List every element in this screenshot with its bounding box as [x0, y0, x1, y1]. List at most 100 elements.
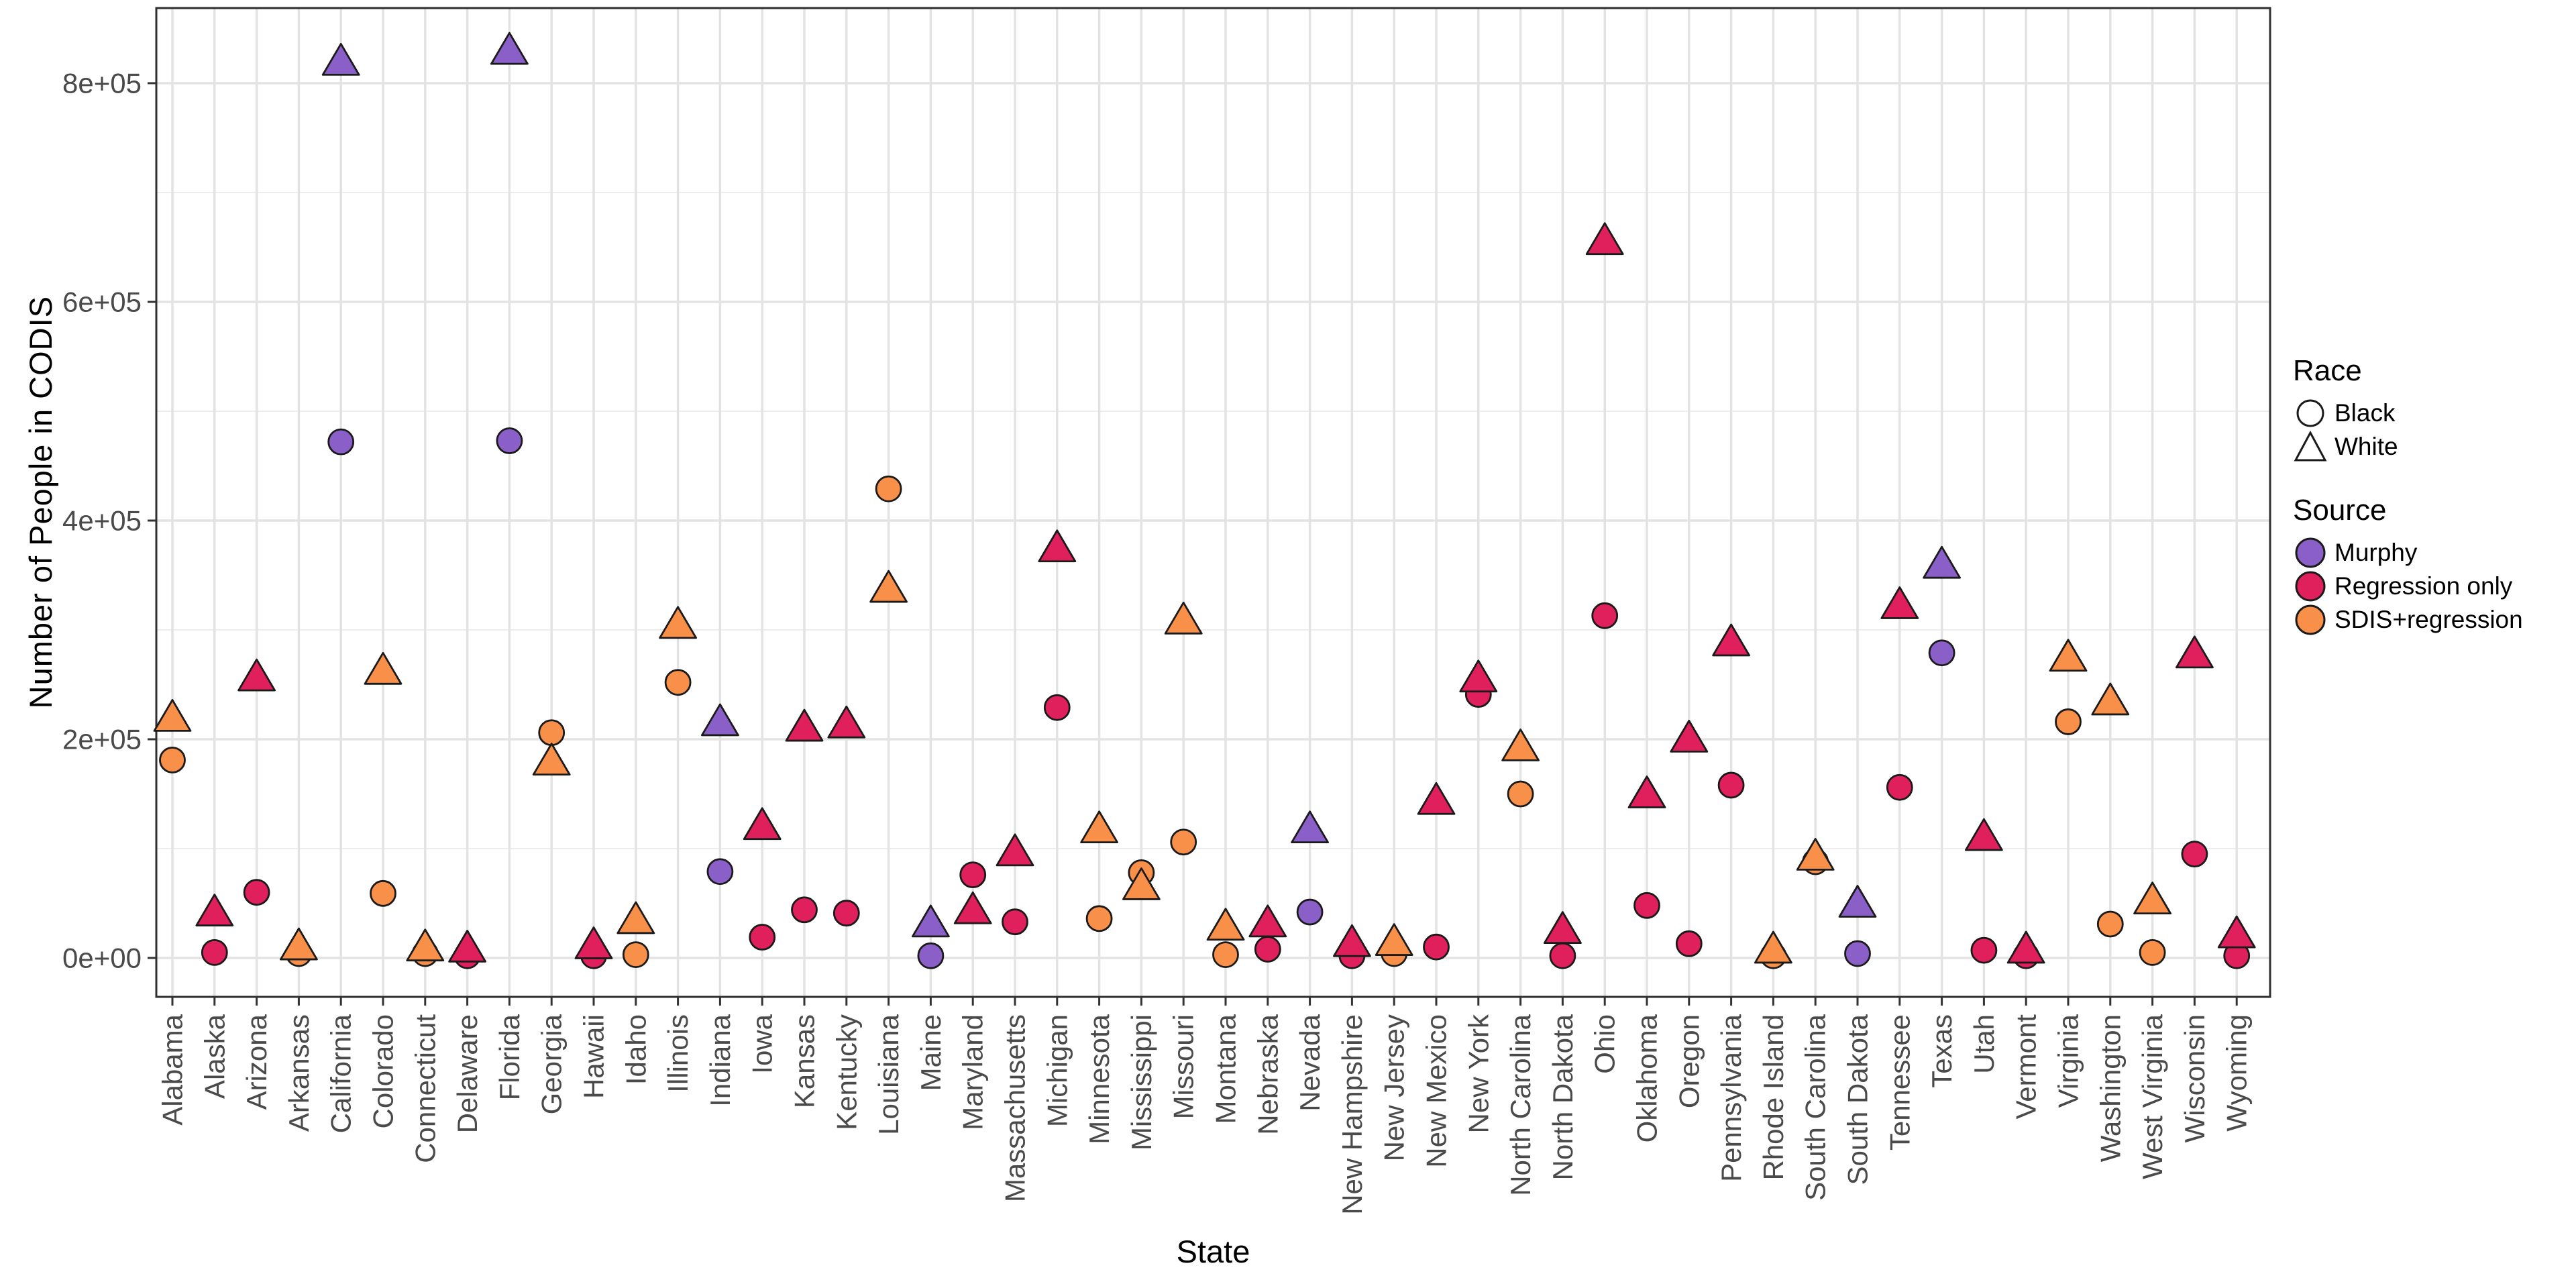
- legend: Race Black White Source: [2293, 354, 2575, 637]
- x-tick-label: Wisconsin: [2179, 1014, 2210, 1142]
- y-tick-label: 6e+05: [62, 286, 142, 318]
- x-tick-label: Florida: [494, 1014, 525, 1100]
- data-point-circle-north-carolina: [1507, 780, 1534, 808]
- x-tick-label: New York: [1462, 1014, 1494, 1133]
- data-point-triangle-mississippi: [1122, 867, 1161, 900]
- data-point-circle-virginia: [2055, 708, 2082, 735]
- data-point-triangle-south-dakota: [1838, 885, 1877, 918]
- data-point-triangle-georgia: [532, 743, 571, 775]
- data-point-circle-idaho: [622, 941, 649, 969]
- legend-item-murphy: Murphy: [2293, 537, 2575, 569]
- y-tick-label: 0e+00: [62, 943, 142, 974]
- data-point-circle-kansas: [791, 896, 818, 924]
- data-point-circle-oklahoma: [1633, 892, 1660, 919]
- sdis-regression-color-swatch-icon: [2293, 604, 2328, 636]
- legend-item-regression-only: Regression only: [2293, 570, 2575, 602]
- data-point-circle-tennessee: [1886, 773, 1913, 801]
- data-point-triangle-minnesota: [1080, 810, 1118, 844]
- x-tick-label: Kansas: [789, 1014, 820, 1108]
- x-tick-label: Pennsylvania: [1715, 1014, 1747, 1181]
- data-point-triangle-massachusetts: [996, 833, 1034, 867]
- data-point-triangle-tennessee: [1880, 586, 1919, 619]
- data-point-circle-texas: [1928, 639, 1955, 667]
- x-tick-label: Tennessee: [1884, 1014, 1915, 1150]
- data-point-triangle-new-jersey: [1375, 923, 1413, 956]
- data-point-circle-kentucky: [833, 900, 860, 927]
- data-point-triangle-pennsylvania: [1712, 623, 1750, 657]
- data-point-triangle-oregon: [1670, 719, 1709, 753]
- data-point-triangle-nevada: [1291, 810, 1329, 844]
- data-point-circle-north-dakota: [1549, 942, 1576, 969]
- data-point-triangle-rhode-island: [1754, 930, 1792, 964]
- x-tick-label: Alabama: [157, 1014, 189, 1125]
- data-point-triangle-vermont: [2006, 930, 2045, 964]
- data-point-triangle-california: [321, 43, 360, 76]
- data-point-circle-california: [327, 428, 355, 455]
- data-point-triangle-west-virginia: [2133, 881, 2171, 915]
- data-point-circle-georgia: [538, 719, 566, 747]
- x-tick-label: Alaska: [199, 1014, 230, 1099]
- x-tick-label: New Jersey: [1379, 1014, 1410, 1161]
- legend-item-white: White: [2293, 431, 2575, 463]
- data-point-triangle-oklahoma: [1627, 775, 1666, 808]
- data-point-triangle-delaware: [448, 929, 486, 963]
- data-point-circle-maine: [917, 942, 945, 969]
- x-tick-label: Ohio: [1589, 1014, 1621, 1074]
- x-tick-label: Oregon: [1673, 1014, 1705, 1108]
- data-point-triangle-ohio: [1585, 222, 1624, 256]
- x-tick-label: South Dakota: [1842, 1014, 1874, 1185]
- data-point-circle-alaska: [201, 938, 228, 966]
- x-tick-label: West Virginia: [2137, 1014, 2168, 1179]
- y-tick-label: 4e+05: [62, 505, 142, 537]
- x-tick-label: Georgia: [536, 1014, 568, 1114]
- x-tick-label: New Hampshire: [1336, 1014, 1368, 1215]
- x-tick-label: Maine: [915, 1014, 947, 1091]
- legend-label-white: White: [2334, 433, 2398, 460]
- data-point-triangle-iowa: [743, 807, 782, 841]
- data-point-triangle-maryland: [953, 891, 992, 924]
- x-tick-label: Texas: [1926, 1014, 1957, 1088]
- x-tick-label: Maryland: [957, 1014, 989, 1130]
- data-point-triangle-north-dakota: [1544, 911, 1582, 945]
- circle-shape-icon: [2293, 397, 2328, 429]
- data-point-circle-iowa: [749, 924, 776, 951]
- x-tick-label: Arizona: [241, 1014, 272, 1110]
- data-point-circle-utah: [1970, 936, 1998, 964]
- data-point-circle-florida: [496, 427, 523, 454]
- data-point-triangle-florida: [490, 32, 529, 65]
- x-tick-label: South Carolina: [1800, 1014, 1831, 1200]
- data-point-triangle-hawaii: [574, 926, 613, 959]
- data-point-circle-west-virginia: [2139, 938, 2166, 966]
- data-point-triangle-washington: [2091, 682, 2130, 716]
- data-point-circle-massachusetts: [1002, 908, 1028, 936]
- x-tick-label: Iowa: [747, 1014, 778, 1073]
- data-point-triangle-arizona: [237, 658, 276, 692]
- legend-source-title: Source: [2293, 494, 2387, 527]
- data-point-circle-new-mexico: [1423, 933, 1450, 961]
- data-point-triangle-texas: [1923, 545, 1961, 579]
- data-point-triangle-louisiana: [869, 570, 908, 603]
- x-tick-label: North Carolina: [1505, 1014, 1536, 1195]
- data-point-circle-montana: [1212, 941, 1239, 969]
- data-point-triangle-arkansas: [280, 927, 318, 961]
- legend-race-title: Race: [2293, 354, 2362, 387]
- x-tick-label: Kentucky: [830, 1014, 862, 1130]
- data-point-circle-illinois: [664, 669, 692, 696]
- data-point-triangle-new-york: [1459, 659, 1498, 693]
- data-point-triangle-indiana: [701, 703, 739, 737]
- triangle-shape-icon: [2293, 431, 2328, 463]
- legend-item-black: Black: [2293, 397, 2575, 429]
- x-tick-label: Missouri: [1168, 1014, 1199, 1119]
- data-point-triangle-idaho: [616, 901, 655, 934]
- data-point-circle-maryland: [959, 861, 987, 889]
- data-point-circle-nevada: [1296, 898, 1324, 926]
- data-point-circle-louisiana: [875, 475, 902, 502]
- data-point-triangle-kentucky: [827, 705, 866, 739]
- data-point-circle-missouri: [1170, 828, 1197, 856]
- y-tick-label: 8e+05: [62, 68, 142, 99]
- x-tick-label: Idaho: [620, 1014, 651, 1085]
- data-point-circle-alabama: [159, 747, 186, 773]
- legend-label-murphy: Murphy: [2334, 539, 2418, 566]
- legend-label-sdis-regression: SDIS+regression: [2334, 606, 2523, 633]
